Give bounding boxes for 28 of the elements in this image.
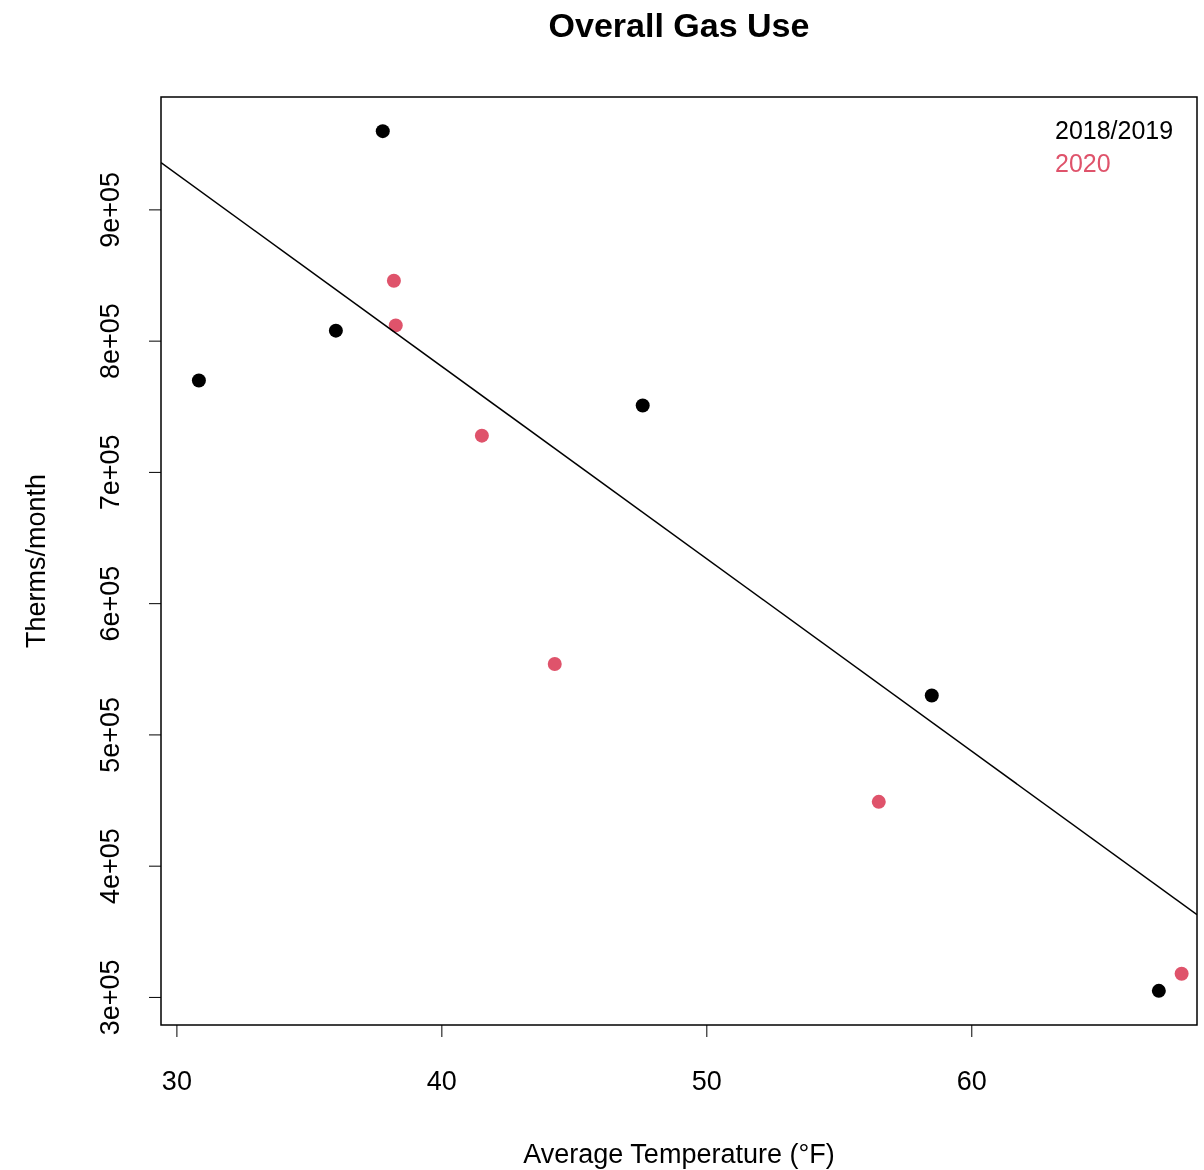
chart-title: Overall Gas Use bbox=[548, 6, 810, 44]
point bbox=[871, 794, 886, 809]
point bbox=[328, 323, 343, 338]
y-tick-label: 6e+05 bbox=[95, 565, 125, 642]
y-tick-label: 9e+05 bbox=[95, 171, 125, 248]
point bbox=[386, 273, 401, 288]
point bbox=[1174, 966, 1189, 981]
text: 2018/2019 bbox=[1055, 116, 1174, 144]
x-tick-label: 50 bbox=[691, 1066, 722, 1096]
x-tick-label: 60 bbox=[956, 1066, 987, 1096]
x-axis-title: Average Temperature (°F) bbox=[523, 1139, 835, 1169]
text: 2020 bbox=[1055, 149, 1111, 177]
y-axis-title: Therms/month bbox=[21, 473, 51, 649]
point bbox=[375, 124, 390, 139]
point bbox=[1151, 983, 1166, 998]
y-tick-label: 5e+05 bbox=[95, 697, 125, 773]
y-tick-label: 8e+05 bbox=[95, 303, 125, 380]
point bbox=[191, 373, 206, 388]
point bbox=[388, 318, 403, 333]
x-tick-label: 30 bbox=[161, 1066, 192, 1096]
point bbox=[635, 398, 650, 413]
y-tick-label: 7e+05 bbox=[95, 434, 125, 511]
y-tick-label: 3e+05 bbox=[95, 959, 125, 1036]
point bbox=[474, 428, 489, 443]
y-tick-label: 4e+05 bbox=[95, 828, 125, 905]
point bbox=[924, 688, 939, 703]
x-tick-label: 40 bbox=[426, 1066, 457, 1096]
point bbox=[547, 657, 562, 672]
